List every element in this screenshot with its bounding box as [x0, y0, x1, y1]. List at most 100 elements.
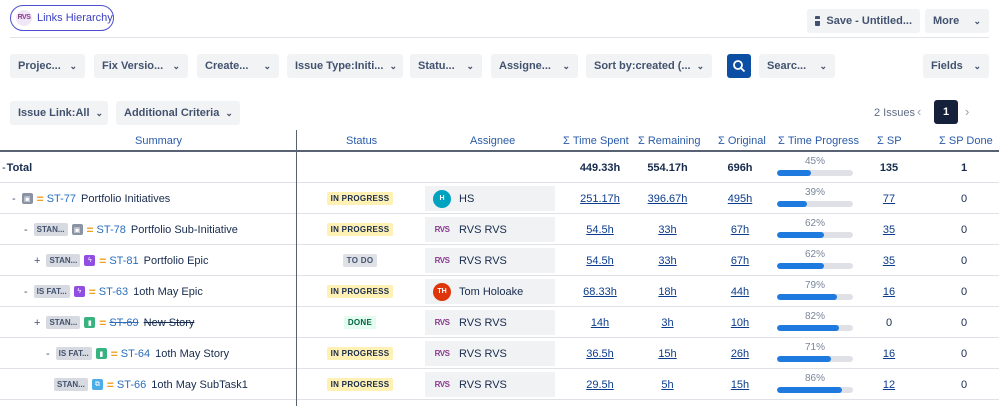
column-status[interactable]: Status	[346, 135, 378, 147]
filter-fix-version[interactable]: Fix Versio... ⌄	[94, 54, 188, 78]
status-lozenge[interactable]: IN PROGRESS	[326, 192, 394, 205]
issue-summary[interactable]: Portfolio Sub-Initiative	[130, 223, 238, 236]
status-lozenge[interactable]: IN PROGRESS	[326, 223, 394, 236]
collapse-toggle[interactable]: -	[2, 161, 6, 174]
chevron-left-icon[interactable]: ‹	[917, 104, 922, 119]
links-hierarchy-badge[interactable]: RVS Links Hierarchy	[10, 5, 114, 31]
original-link[interactable]: 67h	[730, 254, 750, 267]
expand-toggle[interactable]: -	[24, 223, 28, 236]
expand-toggle[interactable]: -	[46, 347, 50, 360]
remaining-link[interactable]: 33h	[658, 223, 677, 236]
search-button[interactable]	[727, 54, 751, 78]
table-row[interactable]: + STAN... ▮ = ST-69 New Story DONE RVS RVS RVS 14…	[0, 307, 999, 338]
assignee-field[interactable]	[425, 310, 555, 335]
status-lozenge[interactable]: IN PROGRESS	[326, 378, 394, 391]
assignee-field[interactable]	[425, 248, 555, 273]
assignee-field[interactable]	[425, 217, 555, 242]
remaining-link[interactable]: 33h	[658, 254, 677, 267]
expand-toggle[interactable]: +	[34, 254, 41, 267]
column-assignee[interactable]: Assignee	[470, 135, 516, 147]
table-row[interactable]: + STAN... ϟ = ST-81 Portfolio Epic TO DO RVS RVS…	[0, 245, 999, 276]
filter-assignee[interactable]: Assigne... ⌄	[491, 54, 578, 78]
column-original[interactable]: Σ Original	[718, 135, 766, 147]
column-sp[interactable]: Σ SP	[877, 135, 902, 147]
remaining-link[interactable]: 15h	[658, 347, 677, 360]
filter-status[interactable]: Statu... ⌄	[410, 54, 482, 78]
expand-toggle[interactable]: -	[12, 192, 16, 205]
remaining-link[interactable]: 5h	[661, 378, 674, 391]
filter-additional-criteria[interactable]: Additional Criteria ⌄	[116, 101, 240, 125]
status-lozenge[interactable]: TO DO	[342, 254, 378, 267]
sp-value[interactable]: 16	[882, 285, 896, 298]
app-title: Links Hierarchy	[37, 12, 113, 24]
original-link[interactable]: 44h	[730, 285, 750, 298]
issue-key-link[interactable]: ST-66	[116, 378, 147, 391]
sp-value[interactable]: 77	[882, 192, 896, 205]
time-spent-link[interactable]: 54.5h	[586, 223, 614, 236]
column-remaining[interactable]: Σ Remaining	[638, 135, 701, 147]
issue-summary[interactable]: 1oth May Story	[155, 347, 230, 360]
issue-summary[interactable]: 1oth May Epic	[133, 285, 203, 298]
time-spent-link[interactable]: 36.5h	[586, 347, 614, 360]
issue-summary[interactable]: Portfolio Initiatives	[81, 192, 171, 205]
priority-medium-icon: =	[99, 315, 107, 330]
sp-value[interactable]: 35	[882, 223, 896, 236]
status-lozenge[interactable]: IN PROGRESS	[326, 285, 394, 298]
sp-value[interactable]: 16	[882, 347, 896, 360]
expand-toggle[interactable]: -	[24, 285, 28, 298]
sort-dropdown[interactable]: Sort by:created (... ⌄	[586, 54, 712, 78]
filter-issue-type[interactable]: Issue Type:Initi... ⌄	[287, 54, 403, 78]
assignee-field[interactable]	[425, 372, 555, 397]
progress-bar	[777, 325, 853, 331]
remaining-link[interactable]: 3h	[661, 316, 674, 329]
remaining-link[interactable]: 396.67h	[647, 192, 688, 205]
issue-summary[interactable]: 1oth May SubTask1	[151, 378, 248, 391]
time-spent-link[interactable]: 14h	[590, 316, 610, 329]
remaining-link[interactable]: 18h	[658, 285, 677, 298]
sp-value[interactable]: 12	[882, 378, 896, 391]
time-spent-link[interactable]: 29.5h	[586, 378, 614, 391]
time-spent-link[interactable]: 54.5h	[586, 254, 614, 267]
column-sp-done[interactable]: Σ SP Done	[939, 135, 993, 147]
chevron-right-icon[interactable]: ›	[965, 104, 970, 119]
issue-key-link[interactable]: ST-77	[46, 192, 77, 205]
filter-search[interactable]: Searc... ⌄	[759, 54, 835, 78]
table-row[interactable]: - ▣ = ST-77 Portfolio Initiatives IN PROGRESS…	[0, 183, 999, 214]
table-row[interactable]: STAN... ⧉ = ST-66 1oth May SubTask1 IN PROGRE…	[0, 369, 999, 400]
issue-key-link[interactable]: ST-64	[120, 347, 151, 360]
expand-toggle[interactable]: +	[34, 316, 41, 329]
original-link[interactable]: 67h	[730, 223, 750, 236]
column-time-spent[interactable]: Σ Time Spent	[563, 135, 629, 147]
time-spent-link[interactable]: 251.17h	[580, 192, 620, 205]
save-button[interactable]: Save - Untitled...	[807, 9, 920, 33]
sp-done-value: 0	[960, 285, 968, 298]
status-lozenge[interactable]: IN PROGRESS	[326, 347, 394, 360]
more-button[interactable]: More ⌄	[925, 9, 989, 33]
issue-summary[interactable]: New Story	[143, 316, 195, 329]
sp-done-value: 0	[960, 254, 968, 267]
issue-key-link[interactable]: ST-63	[98, 285, 129, 298]
page-current[interactable]: 1	[934, 100, 958, 124]
filter-project[interactable]: Projec... ⌄	[10, 54, 85, 78]
original-link[interactable]: 26h	[730, 347, 750, 360]
issue-key-link[interactable]: ST-78	[96, 223, 126, 236]
issue-key-link[interactable]: ST-69	[109, 316, 139, 329]
original-link[interactable]: 495h	[727, 192, 753, 205]
column-summary[interactable]: Summary	[135, 135, 183, 147]
filter-create[interactable]: Create... ⌄	[197, 54, 279, 78]
sp-value[interactable]: 35	[882, 254, 896, 267]
table-row[interactable]: - IS FAT... ϟ = ST-63 1oth May Epic IN PROGRES…	[0, 276, 999, 307]
status-lozenge[interactable]: DONE	[343, 316, 377, 329]
assignee-field[interactable]	[425, 341, 555, 366]
table-row[interactable]: - STAN... ▣ = ST-78 Portfolio Sub-Initiative I…	[0, 214, 999, 245]
fields-button[interactable]: Fields ⌄	[923, 54, 989, 78]
original-link[interactable]: 15h	[730, 378, 750, 391]
issue-key-link[interactable]: ST-81	[109, 254, 139, 267]
table-row[interactable]: - IS FAT... ▮ = ST-64 1oth May Story IN PROGRE…	[0, 338, 999, 369]
priority-medium-icon: =	[99, 253, 107, 268]
filter-issue-link[interactable]: Issue Link:All ⌄	[10, 101, 108, 125]
issue-summary[interactable]: Portfolio Epic	[143, 254, 209, 267]
time-spent-link[interactable]: 68.33h	[583, 285, 617, 298]
original-link[interactable]: 10h	[730, 316, 750, 329]
column-time-progress[interactable]: Σ Time Progress	[778, 135, 859, 147]
